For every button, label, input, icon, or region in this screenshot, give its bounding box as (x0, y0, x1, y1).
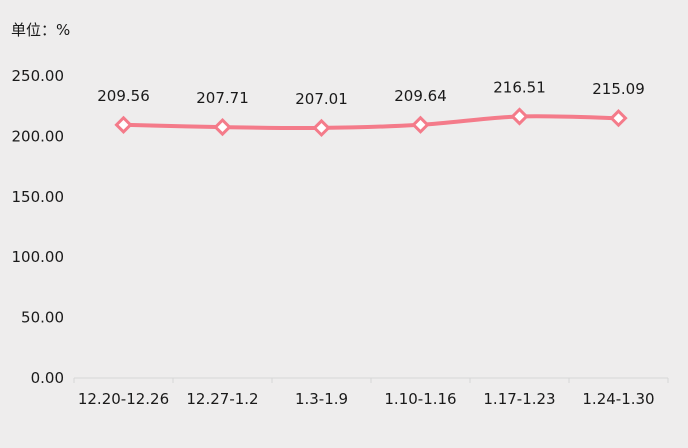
data-point-marker (411, 115, 430, 134)
data-label: 209.64 (394, 87, 447, 105)
data-label: 215.09 (592, 80, 645, 98)
x-tick-label: 1.10-1.16 (384, 390, 456, 408)
unit-label: 单位：% (11, 21, 71, 39)
data-point-marker (213, 117, 232, 137)
x-tick-label: 12.27-1.2 (186, 390, 258, 408)
data-label: 216.51 (493, 78, 546, 96)
y-axis: 0.00 50.00 100.00 150.00 200.00 250.00 (12, 67, 65, 387)
x-tick-label: 1.17-1.23 (483, 390, 555, 408)
y-tick-label: 0.00 (31, 369, 64, 387)
data-label: 207.71 (196, 89, 249, 107)
y-tick-label: 250.00 (12, 67, 65, 85)
series-line-group (114, 107, 628, 138)
data-point-marker (609, 109, 628, 128)
y-tick-label: 50.00 (21, 309, 64, 327)
data-point-marker (510, 107, 529, 126)
data-labels: 209.56 207.71 207.01 209.64 216.51 215.09 (97, 78, 645, 107)
data-point-marker (312, 118, 331, 138)
data-point-marker (114, 115, 133, 134)
x-axis: 12.20-12.26 12.27-1.2 1.3-1.9 1.10-1.16 1.17… (73, 377, 669, 408)
data-label: 207.01 (295, 90, 348, 108)
series-line (121, 114, 621, 131)
y-tick-label: 100.00 (12, 248, 65, 266)
x-tick-label: 12.20-12.26 (78, 390, 169, 408)
y-tick-label: 200.00 (12, 127, 65, 145)
x-tick-label: 1.3-1.9 (295, 390, 348, 408)
data-label: 209.56 (97, 87, 150, 105)
x-tick-label: 1.24-1.30 (582, 390, 654, 408)
y-tick-label: 150.00 (12, 188, 65, 206)
